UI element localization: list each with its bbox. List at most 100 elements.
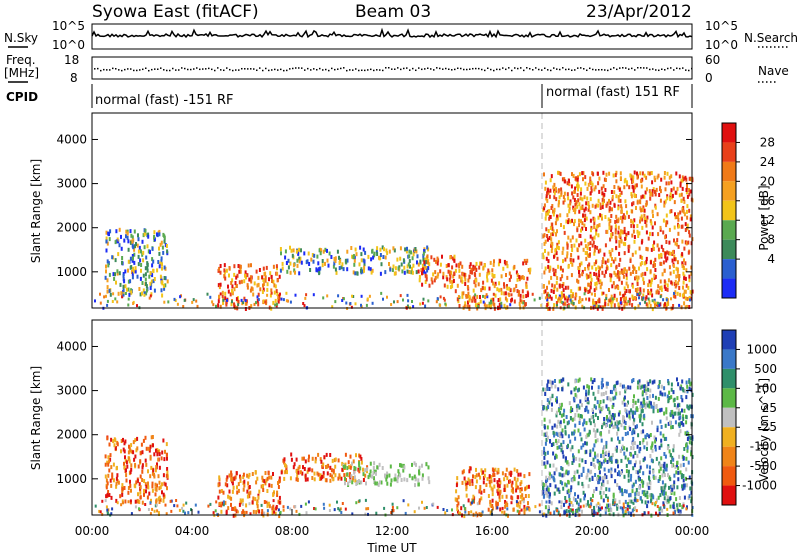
echo-cell <box>676 461 679 465</box>
echo-cell <box>585 392 588 397</box>
echo-cell <box>607 468 610 473</box>
echo-cell <box>244 299 247 302</box>
echo-cell <box>626 402 628 407</box>
echo-cell <box>277 499 280 504</box>
echo-cell <box>600 281 603 286</box>
echo-cell <box>627 299 630 303</box>
echo-cell <box>649 303 652 308</box>
echo-cell <box>593 235 596 240</box>
echo-cell <box>557 264 560 269</box>
echo-cell <box>548 280 551 285</box>
echo-cell <box>518 510 521 515</box>
echo-cell <box>375 511 378 515</box>
echo-cell <box>557 189 560 194</box>
echo-cell <box>602 482 605 487</box>
echo-cell <box>552 306 555 311</box>
echo-cell <box>676 291 679 296</box>
echo-cell <box>486 477 489 482</box>
echo-cell <box>164 449 166 454</box>
echo-cell <box>108 272 111 277</box>
echo-cell <box>426 268 429 273</box>
echo-cell <box>657 495 660 500</box>
echo-cell <box>461 279 464 284</box>
echo-cell <box>683 447 686 451</box>
echo-cell <box>264 275 267 280</box>
echo-cell <box>671 425 674 429</box>
echo-cell <box>497 262 500 267</box>
echo-cell <box>578 457 581 462</box>
echo-cell <box>588 477 591 482</box>
echo-cell <box>170 509 173 513</box>
echo-cell <box>227 284 229 289</box>
echo-cell <box>369 267 372 272</box>
echo-cell <box>559 213 562 218</box>
echo-cell <box>653 435 656 440</box>
echo-cell <box>631 489 634 494</box>
echo-cell <box>654 221 656 226</box>
echo-cell <box>151 471 154 476</box>
echo-cell <box>690 381 693 386</box>
echo-cell <box>403 465 406 470</box>
echo-cell <box>654 262 656 267</box>
echo-cell <box>524 302 527 307</box>
echo-cell <box>624 267 626 272</box>
echo-cell <box>683 495 686 500</box>
echo-cell <box>624 236 627 241</box>
echo-cell <box>691 392 694 397</box>
echo-cell <box>327 263 330 268</box>
echo-cell <box>611 405 614 409</box>
echo-cell <box>174 299 177 302</box>
echo-cell <box>111 255 114 260</box>
echo-cell <box>655 498 658 503</box>
echo-cell <box>674 190 677 195</box>
echo-cell <box>590 461 593 466</box>
echo-cell <box>610 422 613 427</box>
echo-cell <box>691 506 694 509</box>
echo-cell <box>561 428 564 433</box>
echo-cell <box>673 480 676 485</box>
echo-cell <box>619 193 622 197</box>
echo-cell <box>515 480 518 485</box>
echo-cell <box>474 475 477 479</box>
echo-cell <box>363 268 365 273</box>
echo-cell <box>580 437 583 442</box>
echo-cell <box>641 408 644 413</box>
echo-cell <box>666 287 669 292</box>
echo-cell <box>166 467 169 471</box>
echo-cell <box>633 239 636 244</box>
echo-cell <box>163 235 166 240</box>
echo-cell <box>650 513 653 518</box>
nsky-tick-bottom: 10^0 <box>52 38 85 52</box>
echo-cell <box>356 480 359 484</box>
echo-cell <box>127 457 130 462</box>
echo-cell <box>591 182 594 187</box>
echo-cell <box>615 264 618 269</box>
echo-cell <box>363 262 366 267</box>
echo-cell <box>360 258 363 263</box>
colorbar-segment <box>722 407 736 428</box>
echo-cell <box>363 265 366 270</box>
echo-cell <box>113 443 116 448</box>
echo-cell <box>289 270 292 275</box>
echo-cell <box>684 296 687 301</box>
echo-cell <box>620 239 623 243</box>
echo-cell <box>661 392 664 397</box>
echo-cell <box>141 450 144 455</box>
echo-cell <box>291 253 294 258</box>
echo-cell <box>683 246 686 251</box>
echo-cell <box>404 511 407 515</box>
echo-cell <box>157 511 160 515</box>
echo-cell <box>662 501 665 505</box>
echo-cell <box>675 242 678 247</box>
echo-cell <box>368 472 371 477</box>
echo-cell <box>610 273 613 278</box>
colorbar-tick-label: 25 <box>762 401 777 415</box>
echo-cell <box>273 290 276 295</box>
echo-cell <box>464 510 467 514</box>
echo-cell <box>630 194 633 199</box>
echo-cell <box>670 484 672 489</box>
echo-cell <box>575 509 578 513</box>
echo-cell <box>515 483 518 488</box>
echo-cell <box>624 215 626 220</box>
echo-cell <box>552 209 554 214</box>
